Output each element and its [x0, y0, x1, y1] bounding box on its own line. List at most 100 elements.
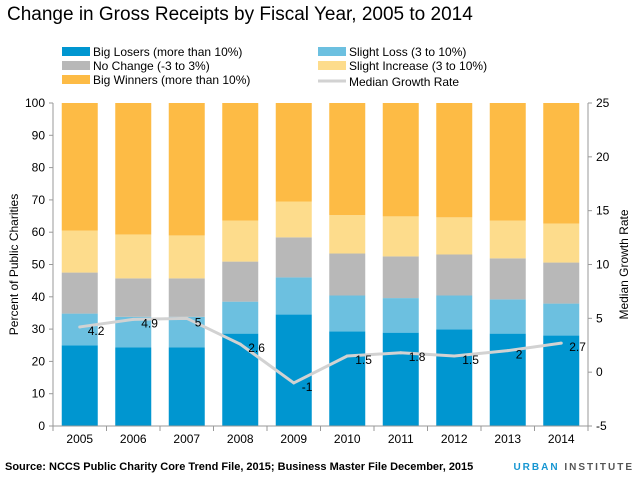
y2-tick-label: 15	[596, 204, 610, 218]
chart-title: Change in Gross Receipts by Fiscal Year,…	[7, 4, 473, 25]
x-tick-label: 2007	[173, 432, 200, 446]
bar-segment	[436, 295, 473, 330]
bar-segment	[61, 103, 98, 231]
bar-segment	[382, 298, 419, 333]
x-tick-label: 2006	[120, 432, 147, 446]
median-growth-point	[131, 317, 135, 321]
bar-segment	[543, 262, 580, 304]
bar-segment	[61, 272, 98, 314]
y-tick-label: 30	[32, 322, 46, 336]
y2-axis-label: Median Growth Rate	[617, 209, 631, 319]
legend-label: Slight Loss (3 to 10%)	[349, 45, 466, 59]
bar-segment	[382, 216, 419, 257]
bar-segment	[489, 103, 526, 221]
bar-segment	[329, 253, 366, 296]
data-label: 2.7	[569, 340, 586, 354]
bar-segment	[222, 220, 259, 262]
x-tick-label: 2011	[388, 432, 414, 446]
legend-swatch	[62, 75, 90, 84]
median-growth-point	[559, 341, 563, 345]
data-label: 5	[195, 315, 202, 329]
urban-institute-logo: URBAN INSTITUTE	[513, 462, 634, 473]
median-growth-point	[185, 316, 189, 320]
median-growth-point	[345, 354, 349, 358]
x-tick-label: 2012	[441, 432, 468, 446]
y-tick-label: 10	[32, 387, 46, 401]
data-label: 2.6	[248, 341, 265, 355]
x-tick-label: 2013	[494, 432, 521, 446]
bar-segment	[543, 223, 580, 263]
legend-swatch	[62, 47, 90, 56]
bar-segment	[275, 237, 312, 278]
logo-part2: INSTITUTE	[564, 462, 634, 473]
x-tick-label: 2010	[334, 432, 361, 446]
data-label: -1	[302, 380, 313, 394]
data-label: 1.5	[462, 353, 479, 367]
median-growth-point	[399, 351, 403, 355]
y-tick-label: 40	[32, 290, 46, 304]
bar-segment	[61, 230, 98, 273]
bar-segment	[168, 347, 205, 426]
median-growth-point	[238, 342, 242, 346]
x-tick-label: 2009	[280, 432, 307, 446]
y-tick-label: 50	[32, 258, 46, 272]
x-tick-label: 2014	[548, 432, 575, 446]
legend-swatch	[62, 61, 90, 70]
data-label: 2	[516, 348, 523, 362]
median-growth-point	[452, 354, 456, 358]
median-growth-point	[78, 325, 82, 329]
bar-segment	[115, 234, 152, 279]
x-tick-label: 2008	[227, 432, 254, 446]
data-label: 4.9	[141, 316, 158, 330]
median-growth-point	[292, 381, 296, 385]
bar-segment	[275, 277, 312, 315]
data-label: 1.8	[409, 350, 426, 364]
legend-label: Big Losers (more than 10%)	[93, 45, 242, 59]
bar-segment	[168, 235, 205, 279]
bar-segment	[115, 278, 152, 317]
median-growth-line	[79, 316, 562, 385]
bar-segment	[489, 258, 526, 300]
bar-segment	[382, 332, 419, 426]
bar-segment	[222, 333, 259, 426]
bar-segment	[275, 314, 312, 426]
bar-segment	[329, 295, 366, 332]
bar-segment	[329, 103, 366, 216]
bar-segment	[329, 331, 366, 426]
bar-segment	[275, 103, 312, 202]
bar-segment	[436, 217, 473, 255]
y2-tick-label: 10	[596, 258, 610, 272]
bar-segment	[61, 345, 98, 426]
legend-label: Slight Increase (3 to 10%)	[349, 59, 487, 73]
bar-segment	[436, 254, 473, 296]
bar-segment	[168, 278, 205, 317]
y-tick-label: 0	[38, 419, 45, 433]
bar-segment	[329, 215, 366, 254]
bar-segment	[222, 301, 259, 334]
legend-swatch	[318, 61, 346, 70]
y2-tick-label: 20	[596, 150, 610, 164]
bar-segment	[168, 103, 205, 236]
median-growth-point	[506, 349, 510, 353]
y-tick-label: 60	[32, 225, 46, 239]
logo-part1: URBAN	[513, 462, 560, 473]
bar-segment	[543, 335, 580, 426]
y-tick-label: 80	[32, 161, 46, 175]
legend-label: Big Winners (more than 10%)	[93, 73, 250, 87]
y-tick-label: 100	[25, 96, 45, 110]
bar-segment	[275, 201, 312, 238]
legend-label: Median Growth Rate	[349, 75, 459, 89]
bar-segment	[222, 261, 259, 302]
bar-segment	[115, 347, 152, 426]
y2-tick-label: 25	[596, 96, 610, 110]
bar-segment	[382, 103, 419, 217]
data-label: 4.2	[88, 324, 105, 338]
legend-swatch	[318, 47, 346, 56]
bar-segment	[489, 220, 526, 259]
bar-segment	[168, 316, 205, 348]
bar-segment	[436, 103, 473, 218]
bar-segment	[436, 329, 473, 426]
source-note: Source: NCCS Public Charity Core Trend F…	[5, 461, 474, 473]
y-tick-label: 20	[32, 354, 46, 368]
